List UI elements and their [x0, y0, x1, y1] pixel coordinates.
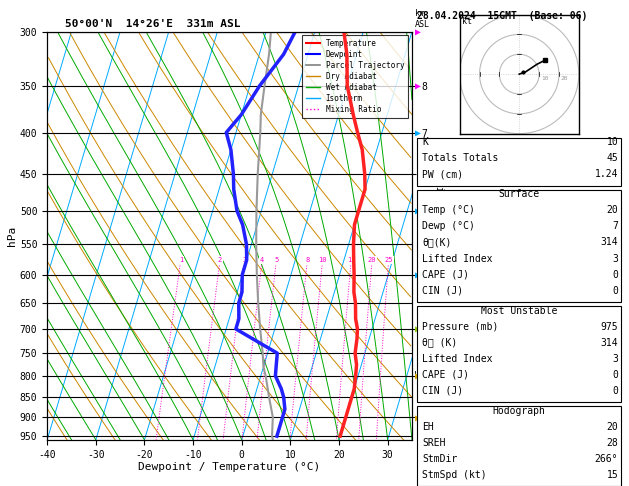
Text: CAPE (J): CAPE (J): [422, 270, 469, 279]
Text: Temp (°C): Temp (°C): [422, 206, 475, 215]
Text: 28: 28: [606, 438, 618, 448]
Text: 10: 10: [541, 76, 548, 81]
Text: EH: EH: [422, 422, 434, 432]
Text: Most Unstable: Most Unstable: [481, 306, 557, 315]
Text: 20: 20: [606, 422, 618, 432]
Text: 50°00'N  14°26'E  331m ASL: 50°00'N 14°26'E 331m ASL: [65, 19, 241, 30]
Text: ▶: ▶: [415, 324, 421, 334]
Text: ▶: ▶: [415, 270, 421, 280]
Text: Surface: Surface: [499, 190, 540, 199]
Text: 8: 8: [305, 257, 309, 263]
Text: Lifted Index: Lifted Index: [422, 254, 493, 263]
Text: 3: 3: [613, 354, 618, 364]
Text: 0: 0: [613, 386, 618, 396]
Text: Dewp (°C): Dewp (°C): [422, 222, 475, 231]
Text: 975: 975: [601, 322, 618, 331]
Text: ▶: ▶: [415, 206, 421, 216]
Text: Pressure (mb): Pressure (mb): [422, 322, 498, 331]
Text: 20: 20: [561, 76, 569, 81]
Text: SREH: SREH: [422, 438, 445, 448]
Text: 3: 3: [613, 254, 618, 263]
Text: 0: 0: [613, 286, 618, 295]
Text: ▶: ▶: [415, 27, 421, 36]
Text: CAPE (J): CAPE (J): [422, 370, 469, 380]
Text: 5: 5: [274, 257, 279, 263]
Text: Lifted Index: Lifted Index: [422, 354, 493, 364]
Text: 1: 1: [179, 257, 183, 263]
Text: 20: 20: [368, 257, 376, 263]
Text: CIN (J): CIN (J): [422, 386, 463, 396]
Text: 314: 314: [601, 338, 618, 347]
Text: 3: 3: [242, 257, 247, 263]
Text: θᴇ (K): θᴇ (K): [422, 338, 457, 347]
Text: Hodograph: Hodograph: [493, 406, 546, 416]
Text: LCL: LCL: [414, 371, 430, 381]
Text: 2: 2: [218, 257, 222, 263]
Text: 4: 4: [260, 257, 264, 263]
Text: 45: 45: [606, 154, 618, 163]
Text: ▶: ▶: [415, 412, 421, 422]
Text: 20: 20: [606, 206, 618, 215]
Text: θᴇ(K): θᴇ(K): [422, 238, 452, 247]
Text: 28.04.2024  15GMT  (Base: 06): 28.04.2024 15GMT (Base: 06): [417, 11, 587, 21]
Text: 0: 0: [613, 270, 618, 279]
Text: StmSpd (kt): StmSpd (kt): [422, 470, 487, 480]
Text: ▶: ▶: [415, 127, 421, 138]
Text: km
ASL: km ASL: [415, 9, 430, 29]
Text: CIN (J): CIN (J): [422, 286, 463, 295]
Y-axis label: Mixing Ratio (g/kg): Mixing Ratio (g/kg): [433, 180, 443, 292]
Text: 7: 7: [613, 222, 618, 231]
Text: 15: 15: [347, 257, 355, 263]
Text: kt: kt: [462, 17, 472, 26]
Text: 25: 25: [384, 257, 393, 263]
Text: 10: 10: [606, 138, 618, 147]
Legend: Temperature, Dewpoint, Parcel Trajectory, Dry Adiabat, Wet Adiabat, Isotherm, Mi: Temperature, Dewpoint, Parcel Trajectory…: [302, 35, 408, 118]
X-axis label: Dewpoint / Temperature (°C): Dewpoint / Temperature (°C): [138, 462, 321, 472]
Text: 0: 0: [613, 370, 618, 380]
Text: 1.24: 1.24: [595, 170, 618, 179]
Y-axis label: hPa: hPa: [7, 226, 17, 246]
Text: 10: 10: [318, 257, 327, 263]
Text: 15: 15: [606, 470, 618, 480]
Text: Totals Totals: Totals Totals: [422, 154, 498, 163]
Text: 314: 314: [601, 238, 618, 247]
Text: K: K: [422, 138, 428, 147]
Text: ▶: ▶: [415, 81, 421, 91]
Text: 266°: 266°: [595, 454, 618, 464]
Text: ▶: ▶: [415, 371, 421, 381]
Text: PW (cm): PW (cm): [422, 170, 463, 179]
Text: © weatheronline.co.uk: © weatheronline.co.uk: [467, 474, 572, 484]
Text: StmDir: StmDir: [422, 454, 457, 464]
